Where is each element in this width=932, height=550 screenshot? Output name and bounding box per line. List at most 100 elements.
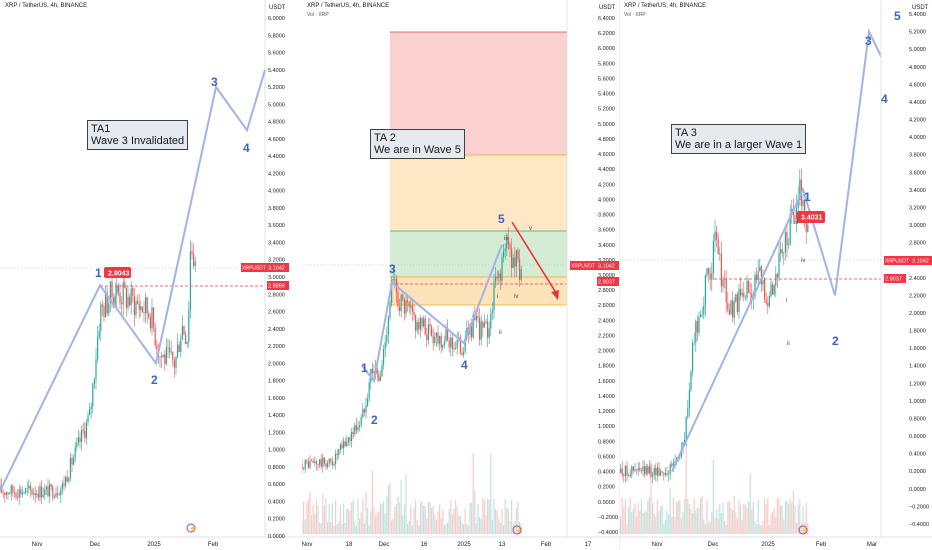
volume-bar bbox=[624, 499, 626, 534]
volume-bar bbox=[709, 520, 711, 534]
y-tick-label: 0.0000 bbox=[268, 534, 285, 540]
volume-bar bbox=[371, 470, 373, 534]
y-tick-label: 1.2000 bbox=[909, 381, 926, 387]
replay-icon[interactable]: ⚡ bbox=[512, 525, 523, 535]
price-axis[interactable] bbox=[265, 0, 302, 550]
candle-body bbox=[154, 327, 156, 346]
y-tick-label: 1.8000 bbox=[268, 379, 285, 385]
volume-bar bbox=[464, 508, 466, 534]
candle-body bbox=[162, 354, 164, 358]
y-tick-label: 2.6000 bbox=[268, 310, 285, 316]
candle-body bbox=[90, 406, 92, 410]
volume-bar bbox=[413, 507, 415, 534]
candle-body bbox=[794, 214, 796, 219]
candle-body bbox=[672, 462, 674, 467]
candle-body bbox=[84, 431, 86, 439]
wave-path bbox=[0, 69, 266, 492]
candle-body bbox=[748, 280, 750, 293]
volume-bar bbox=[778, 498, 780, 534]
y-tick-label: 3.8000 bbox=[268, 206, 285, 212]
candle-body bbox=[429, 324, 431, 327]
candle-body bbox=[687, 408, 689, 418]
volume-label: Vol · XRP bbox=[307, 12, 329, 18]
y-tick-label: 0.2000 bbox=[598, 485, 615, 491]
wave-label-4: 4 bbox=[461, 358, 468, 372]
candle-body bbox=[338, 449, 340, 455]
candle-body bbox=[165, 347, 167, 364]
volume-bar bbox=[482, 497, 484, 534]
candle-body bbox=[330, 458, 332, 462]
replay-icon[interactable]: ⚡ bbox=[798, 525, 809, 535]
candle-body bbox=[722, 278, 724, 287]
candle-body bbox=[63, 483, 65, 486]
candle-body bbox=[322, 457, 324, 467]
volume-bar bbox=[389, 482, 391, 534]
volume-bar bbox=[331, 503, 333, 534]
candle-body bbox=[344, 441, 346, 446]
volume-bar bbox=[743, 504, 745, 534]
ta-callout[interactable]: TA 2 We are in Wave 5 bbox=[370, 129, 465, 159]
candle-body bbox=[443, 341, 445, 345]
y-tick-label: 2.8000 bbox=[268, 292, 285, 298]
wave-label-4: 4 bbox=[881, 92, 888, 106]
candle-body bbox=[746, 280, 748, 298]
volume-bar bbox=[698, 508, 700, 534]
candle-body bbox=[73, 457, 75, 465]
y-tick-label: −0.2000 bbox=[598, 515, 618, 521]
x-tick-label: 16 bbox=[421, 542, 428, 548]
candle-body bbox=[517, 250, 519, 260]
candle-body bbox=[712, 240, 714, 274]
price-axis[interactable] bbox=[567, 0, 619, 550]
candle-body bbox=[194, 261, 196, 267]
chart-panel-ta3: 5.4000 5.2000 5.0000 4.8000 4.6000 4.4000 4.20… bbox=[619, 0, 932, 550]
candle-body bbox=[679, 456, 681, 458]
candle-body bbox=[738, 288, 740, 312]
volume-bar bbox=[431, 508, 433, 534]
replay-icon[interactable]: ⚡ bbox=[186, 523, 197, 533]
candle-body bbox=[81, 429, 83, 443]
candle-body bbox=[759, 266, 761, 272]
candle-body bbox=[416, 321, 418, 331]
candle-body bbox=[461, 352, 463, 355]
symbol-title: XRP / TetherUS, 4h, BINANCE bbox=[307, 3, 390, 9]
candle-body bbox=[138, 303, 140, 310]
candle-body bbox=[365, 405, 367, 413]
y-tick-label: 5.6000 bbox=[598, 76, 615, 82]
volume-bar bbox=[692, 513, 694, 534]
candle-body bbox=[482, 321, 484, 328]
candle-body bbox=[105, 292, 107, 318]
volume-bars bbox=[619, 443, 809, 534]
axis-unit: USDT bbox=[599, 5, 616, 11]
x-tick-label: 2025 bbox=[147, 542, 161, 548]
arrow-head-icon bbox=[551, 290, 559, 300]
volume-bar bbox=[381, 503, 383, 534]
candle-body bbox=[92, 383, 94, 407]
candle-body bbox=[636, 469, 638, 471]
volume-bar bbox=[439, 504, 441, 534]
y-tick-label: 1.8000 bbox=[909, 329, 926, 335]
candle-body bbox=[69, 457, 71, 478]
candle-body bbox=[447, 327, 449, 341]
candle-body bbox=[708, 268, 710, 274]
volume-bar bbox=[407, 523, 409, 534]
candle-body bbox=[311, 460, 313, 462]
ta-subtitle: Wave 3 Invalidated bbox=[91, 135, 185, 147]
volume-bar bbox=[418, 525, 420, 534]
volume-bar bbox=[403, 504, 405, 534]
ta-callout[interactable]: TA1 Wave 3 Invalidated bbox=[87, 120, 189, 150]
volume-bar bbox=[639, 511, 641, 534]
volume-bar bbox=[349, 510, 351, 534]
candle-body bbox=[628, 475, 630, 477]
candle-body bbox=[716, 231, 718, 240]
candle-body bbox=[135, 301, 137, 316]
ta-callout[interactable]: TA 3 We are in a larger Wave 1 bbox=[671, 124, 807, 154]
candle-body bbox=[778, 253, 780, 278]
volume-bar bbox=[757, 499, 759, 534]
candle-body bbox=[408, 302, 410, 308]
candle-body bbox=[644, 466, 646, 475]
y-tick-label: 4.0000 bbox=[268, 189, 285, 195]
candle-body bbox=[695, 321, 697, 343]
y-tick-label: 6.2000 bbox=[598, 31, 615, 37]
candle-body bbox=[515, 250, 517, 267]
y-tick-label: 0.6000 bbox=[909, 434, 926, 440]
